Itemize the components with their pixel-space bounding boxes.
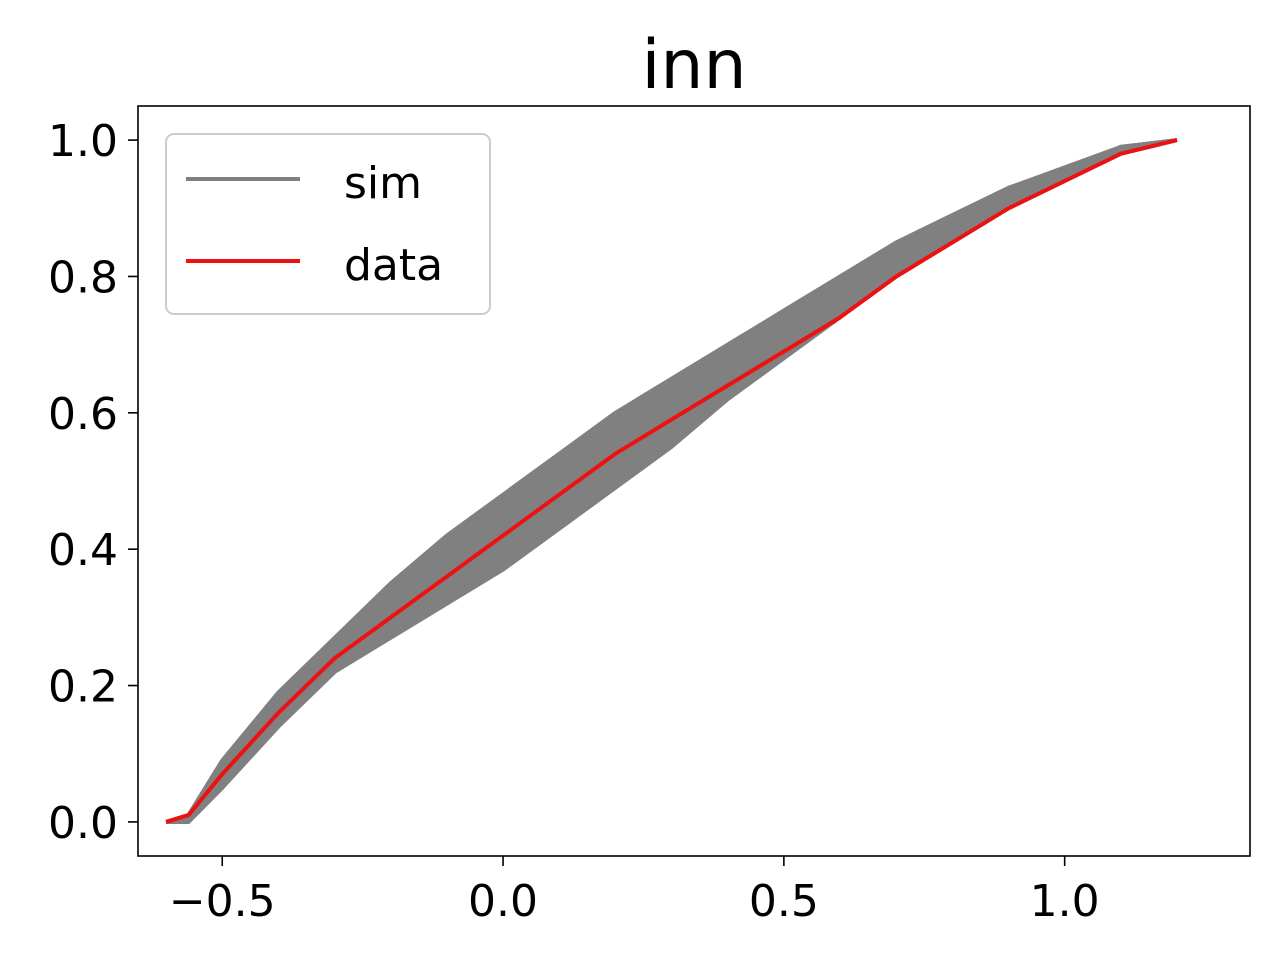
y-tick-label: 0.6 [48, 389, 118, 440]
sim-series-line-0 [165, 138, 1178, 824]
sim-series-line-3 [165, 138, 1178, 824]
y-tick-label: 0.4 [48, 525, 118, 576]
y-axis: 0.0 0.2 0.4 0.6 0.8 1.0 [48, 116, 138, 849]
legend: sim data [165, 133, 491, 315]
chart-title: inn [641, 26, 746, 105]
y-tick-label: 1.0 [48, 116, 118, 167]
y-tick-label: 0.2 [48, 662, 118, 713]
legend-label-sim: sim [344, 158, 422, 209]
y-tick-label: 0.8 [48, 252, 118, 303]
x-tick-label: 1.0 [1030, 876, 1100, 927]
x-tick-label: 0.5 [749, 876, 819, 927]
y-tick-label: 0.0 [48, 798, 118, 849]
legend-label-data: data [344, 240, 443, 291]
x-tick-label: −0.5 [169, 876, 276, 927]
axes-frame [137, 105, 1251, 857]
data-series-line [165, 138, 1178, 824]
x-axis: −0.5 0.0 0.5 1.0 [169, 856, 1100, 927]
plot-area [165, 138, 1178, 824]
x-tick-label: 0.0 [468, 876, 538, 927]
